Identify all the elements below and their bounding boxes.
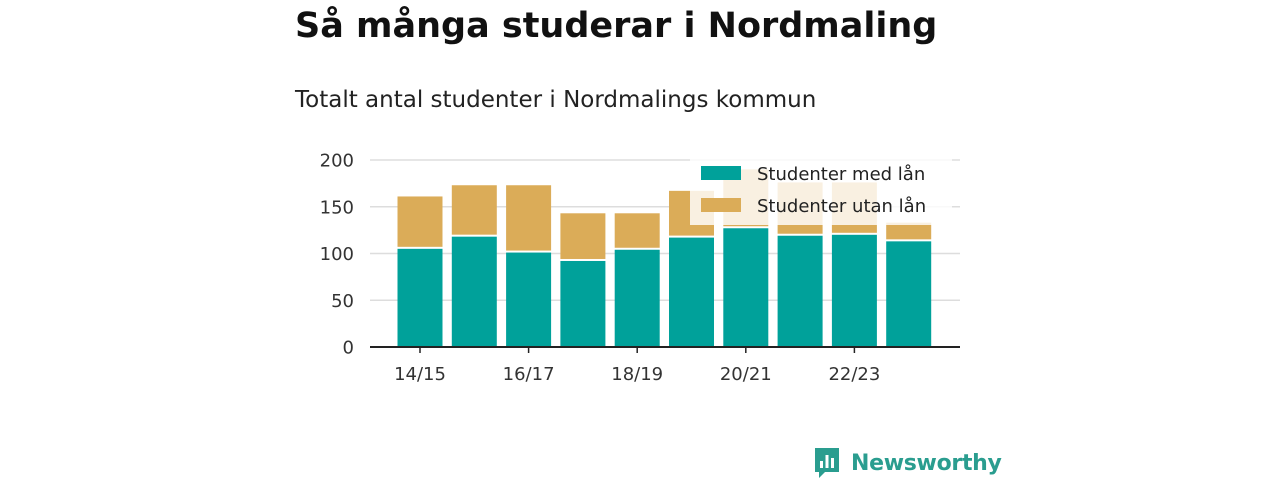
newsworthy-logo-icon — [815, 448, 839, 478]
x-tick-label: 14/15 — [394, 364, 446, 385]
bar-without-loan — [886, 222, 932, 240]
x-tick-label: 22/23 — [828, 364, 880, 385]
bar-with-loan — [614, 249, 660, 347]
y-tick-label: 0 — [343, 338, 354, 359]
legend-swatch-with-loan — [701, 166, 741, 180]
y-tick-label: 150 — [320, 197, 354, 218]
bar-with-loan — [831, 234, 877, 347]
bar-with-loan — [560, 260, 606, 347]
newsworthy-logo: Newsworthy — [813, 446, 1002, 480]
bar-with-loan — [451, 236, 497, 347]
stacked-bar-chart: 0 50 100 150 200 14/15 16/17 18/19 20/21 22/23 S… — [320, 151, 960, 385]
legend: Studenter med lån Studenter utan lån — [690, 157, 952, 225]
bar-with-loan — [723, 228, 769, 347]
chart-title: Så många studerar i Nordmaling — [295, 6, 938, 46]
bar-without-loan — [560, 213, 606, 259]
bar-without-loan — [397, 196, 443, 247]
bar-with-loan — [669, 237, 714, 347]
y-axis-tick-labels: 0 50 100 150 200 — [320, 151, 354, 359]
bar-without-loan — [614, 213, 660, 248]
legend-label-with-loan: Studenter med lån — [757, 164, 925, 185]
y-tick-label: 100 — [320, 244, 354, 265]
y-tick-label: 50 — [331, 291, 354, 312]
bar-with-loan — [777, 235, 823, 347]
legend-swatch-without-loan — [701, 198, 741, 212]
y-tick-label: 200 — [320, 151, 354, 172]
legend-label-without-loan: Studenter utan lån — [757, 196, 926, 217]
bars — [397, 169, 932, 347]
x-axis-tick-labels: 14/15 16/17 18/19 20/21 22/23 — [394, 347, 880, 385]
newsworthy-logo-text: Newsworthy — [851, 450, 1002, 476]
x-tick-label: 18/19 — [611, 364, 663, 385]
bar-with-loan — [506, 252, 552, 347]
bar-with-loan — [886, 241, 932, 347]
bar-without-loan — [506, 185, 552, 251]
x-tick-label: 20/21 — [720, 364, 772, 385]
bar-with-loan — [397, 248, 443, 347]
x-tick-label: 16/17 — [503, 364, 555, 385]
chart-subtitle: Totalt antal studenter i Nordmalings kom… — [295, 87, 817, 113]
bar-without-loan — [451, 185, 497, 235]
